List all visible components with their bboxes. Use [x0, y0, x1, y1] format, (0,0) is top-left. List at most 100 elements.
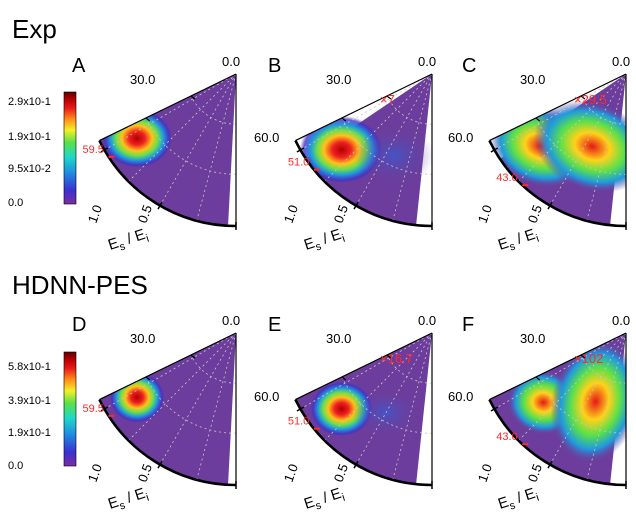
red-angle-label: 43.0: [496, 431, 517, 443]
axis-title-e2: E: [133, 226, 148, 245]
angle-tick: [547, 201, 553, 210]
axis-subscript-i: i: [535, 492, 541, 504]
red-angle-label: 51.0: [288, 416, 309, 428]
energy-tick: [386, 95, 392, 100]
angle-tick: [296, 406, 305, 412]
edge-energy-axis: [489, 73, 627, 142]
grid-radial: [159, 333, 237, 465]
axis-subscript-i: i: [535, 233, 541, 245]
energy-tick: [386, 354, 392, 359]
angle-tick: [157, 460, 163, 469]
grid-radial: [586, 74, 626, 221]
panel-letter: D: [72, 314, 86, 336]
axis-title-e2: E: [523, 485, 538, 504]
panels-group: A30.00.01.0 0.5Es / Ei59.5B30.00.060.01.0…: [72, 54, 630, 516]
blank-region-zero: [415, 333, 432, 485]
energy-tick: [535, 117, 541, 122]
outer-arc: [98, 399, 237, 487]
grid-arc: [145, 376, 237, 434]
colorbar-bottom-gradient: [63, 351, 77, 467]
panel-letter: C: [462, 55, 476, 77]
grid-arc: [580, 95, 626, 125]
axis-title-e: E: [496, 494, 511, 513]
energy-tick: [535, 376, 541, 381]
grid-radial: [392, 74, 432, 221]
grid-radial: [586, 333, 626, 480]
panel-letter: F: [462, 314, 474, 336]
angle-label-60: 60.0: [448, 130, 473, 145]
colorbar-bottom-label-2: 3.9x10-1: [8, 395, 51, 407]
polar-wedge-content: [300, 333, 432, 485]
energy-tick: [190, 95, 196, 100]
energy-tick: [145, 376, 151, 381]
grid-arc: [535, 376, 626, 434]
angle-tick: [547, 460, 553, 469]
energy-axis-title: Es / Ei: [302, 484, 347, 516]
edge-energy-axis: [489, 332, 627, 401]
angle-label-0: 0.0: [222, 313, 240, 328]
axis-subscript-i: i: [341, 492, 347, 504]
energy-tick: [341, 117, 347, 122]
grid-radial: [196, 74, 237, 221]
energy-axis-title: Es / Ei: [106, 225, 151, 257]
axis-title-e2: E: [133, 485, 148, 504]
scale-factor-label: ×102: [574, 351, 603, 366]
axis-slash: /: [121, 229, 138, 249]
colorbar-top-label-2: 1.9x10-1: [8, 131, 51, 143]
angle-tick: [296, 147, 305, 153]
grid-radial: [324, 74, 432, 182]
angle-label-30: 30.0: [130, 331, 155, 346]
grid-radial: [355, 74, 432, 206]
angle-label-30: 30.0: [520, 331, 545, 346]
grid-radial: [392, 333, 432, 480]
energy-tick: [580, 354, 586, 359]
energy-label-05: 0.5: [331, 203, 351, 225]
red-angle-label: 59.5: [83, 403, 104, 415]
angle-label-0: 0.0: [612, 54, 630, 69]
edge-energy-axis: [295, 332, 433, 401]
axis-subscript-i: i: [145, 233, 151, 245]
axis-title-e2: E: [329, 226, 344, 245]
colorbar-top-label-3: 9.5x10-2: [8, 163, 51, 175]
grid-radial: [300, 333, 432, 410]
grid-arc: [190, 95, 237, 125]
polar-wedge-content: [494, 333, 626, 485]
energy-label-05: 0.5: [525, 203, 545, 225]
axis-title-e: E: [496, 235, 511, 254]
axis-subscript-s: s: [314, 240, 323, 253]
axis-title-e: E: [302, 494, 317, 513]
energy-label-1: 1.0: [475, 462, 495, 484]
axis-slash: /: [121, 488, 138, 508]
energy-label-1: 1.0: [85, 203, 105, 225]
angle-tick: [100, 406, 109, 412]
axis-subscript-s: s: [118, 499, 127, 512]
grid-radial: [128, 333, 237, 441]
grid-radial: [159, 74, 237, 206]
angle-label-30: 30.0: [326, 331, 351, 346]
edge-energy-axis: [295, 73, 433, 142]
angle-tick: [157, 201, 163, 210]
colorbar-top-label-4: 0.0: [8, 197, 23, 209]
axis-slash: /: [511, 229, 528, 249]
grid-radial: [300, 74, 432, 151]
angle-tick: [490, 406, 499, 412]
outer-arc: [488, 399, 627, 487]
axis-subscript-i: i: [145, 492, 151, 504]
axis-title-e: E: [302, 235, 317, 254]
panel-letter: A: [72, 55, 86, 77]
axis-subscript-i: i: [341, 233, 347, 245]
intensity-tail: [352, 388, 420, 437]
angle-label-30: 30.0: [326, 72, 351, 87]
grid-radial: [494, 74, 626, 151]
energy-label-05: 0.5: [331, 462, 351, 484]
angle-tick: [353, 460, 359, 469]
angle-label-30: 30.0: [130, 72, 155, 87]
colorbar-bottom-label-1: 5.8x10-1: [8, 361, 51, 373]
angle-label-0: 0.0: [418, 313, 436, 328]
outer-arc: [98, 140, 237, 228]
energy-tick: [190, 354, 196, 359]
axis-title-e: E: [106, 494, 121, 513]
